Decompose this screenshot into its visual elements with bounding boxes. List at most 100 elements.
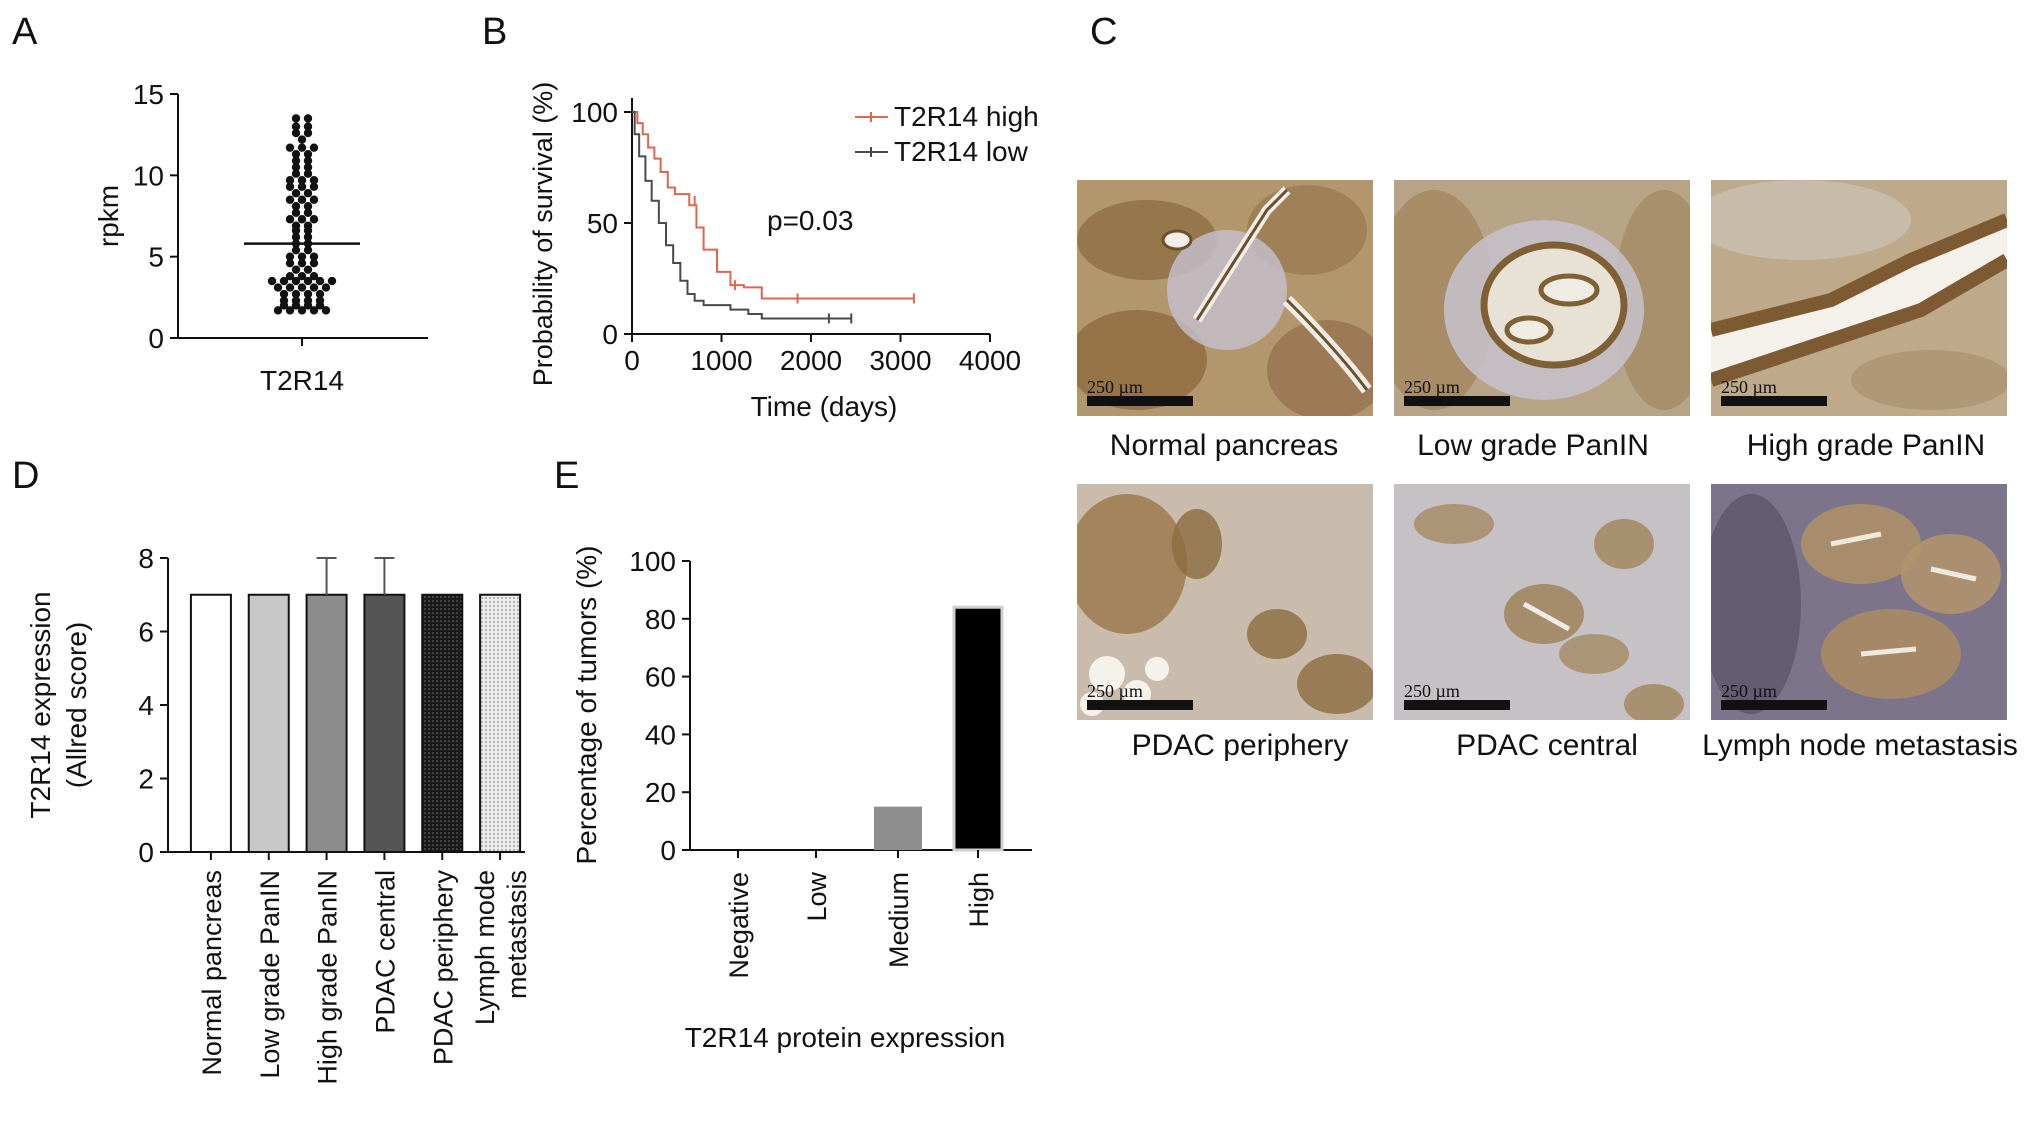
data-point [309,195,319,204]
data-point [267,276,277,286]
y-tick-label: 100 [629,546,676,577]
data-point [309,306,319,315]
panel-d-chart: 0 2 4 6 8 Normal pancreas Low grade PanIN High… [25,543,532,1085]
histology-image-normal-pancreas: 250 µm [1077,180,1373,416]
bar-0 [189,593,232,853]
y-tick-label: 0 [138,837,154,868]
panel-e-chart: 0 20 40 60 80 100 Negative Low Medium High Perce… [571,545,1032,1053]
data-point [285,258,295,268]
data-point [297,252,307,261]
panel-a-points [267,114,337,315]
x-tick-label: 0 [624,345,640,376]
data-point [291,289,301,299]
bar-4 [421,593,464,853]
panel-d-categories: Normal pancreas Low grade PanIN High grade… [197,870,532,1085]
panel-letter-c: C [1090,11,1117,53]
data-point [291,226,301,235]
data-point [303,276,313,286]
y-tick-label: 10 [133,160,164,191]
survival-curve-low [632,111,852,320]
histology-texture [1711,180,2007,416]
data-point [303,226,313,235]
histology-image-pdac-periphery: 250 µm [1077,484,1373,720]
data-point [303,232,313,242]
data-point [309,283,319,292]
data-point [309,252,319,261]
panel-letter-a: A [12,11,38,53]
scale-bar [1087,396,1193,406]
scale-bar [1721,396,1827,406]
data-point [291,114,301,123]
data-point [297,215,307,224]
category-label: metastasis [502,870,532,999]
x-tick-label: 1000 [690,345,752,376]
category-label: Medium [884,872,914,968]
data-point [297,176,307,185]
histology-image-lymph-node-metastasis: 250 µm [1711,484,2007,720]
scale-label: 250 µm [1087,377,1143,397]
caption-normal-pancreas: Normal pancreas [1110,429,1338,462]
data-point [303,169,313,178]
data-point [291,128,301,138]
panel-letter-b: B [482,11,507,53]
data-point [285,306,295,315]
panel-letter-e: E [554,455,579,497]
data-point [303,149,313,159]
data-point [285,143,295,152]
panel-d-y-label: T2R14 expression [25,591,56,818]
data-point [309,143,319,152]
data-point [327,276,337,286]
histology-image-high-grade-panin: 250 µm [1711,180,2007,416]
data-point [303,114,313,123]
panel-e-categories: Negative Low Medium High [724,871,994,978]
data-point [303,296,313,305]
caption-pdac-periphery: PDAC periphery [1132,729,1349,762]
y-tick-label: 4 [138,690,154,721]
panel-d-bars [189,557,522,860]
data-point [303,128,313,138]
data-point [303,208,313,217]
x-tick-label: 3000 [869,345,931,376]
panel-d-y-ticks: 0 2 4 6 8 [138,543,168,868]
y-tick-label: 0 [660,835,676,866]
panel-e-y-ticks: 0 20 40 60 80 100 [629,546,690,866]
y-tick-label: 0 [148,323,164,354]
scale-bar [1404,396,1510,406]
bar-1 [247,593,290,853]
bar-3 [952,605,1004,852]
scale-label: 250 µm [1087,681,1143,701]
panel-b-y-label: Probability of survival (%) [528,82,558,387]
data-point [285,195,295,204]
scale-bar [1721,700,1827,710]
data-point [285,176,295,185]
data-point [297,306,307,315]
data-point [309,176,319,185]
panel-a-y-ticks: 0 5 10 15 [133,79,178,354]
data-point [291,202,301,211]
category-label: High [964,872,994,928]
bar-3 [363,593,406,853]
x-tick-label: 4000 [959,345,1021,376]
data-point [315,296,325,305]
data-point [285,271,295,281]
x-tick-label: 2000 [780,345,842,376]
data-point [297,271,307,281]
category-label: Normal pancreas [197,870,227,1076]
data-point [291,276,301,286]
scale-label: 250 µm [1721,377,1777,397]
panel-b-curves [632,111,915,324]
histology-texture [1077,484,1373,720]
data-point [273,283,283,292]
data-point [291,245,301,255]
y-tick-label: 15 [133,79,164,110]
survival-curve-high [632,111,914,300]
bar-2 [874,806,922,850]
category-label: Low grade PanIN [255,870,285,1079]
y-tick-label: 60 [645,662,676,693]
data-point [303,189,313,198]
y-tick-label: 6 [138,617,154,648]
panel-letter-d: D [12,455,39,497]
data-point [315,276,325,286]
data-point [303,122,313,131]
